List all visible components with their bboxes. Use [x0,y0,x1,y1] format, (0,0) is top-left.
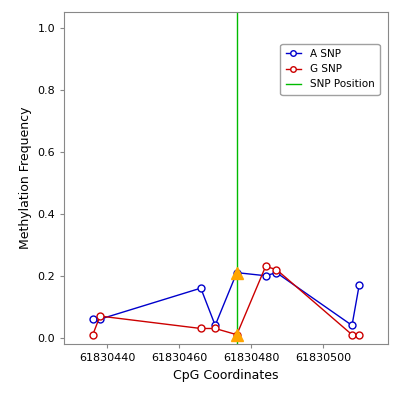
X-axis label: CpG Coordinates: CpG Coordinates [173,368,279,382]
Y-axis label: Methylation Frequency: Methylation Frequency [19,107,32,249]
Legend: A SNP, G SNP, SNP Position: A SNP, G SNP, SNP Position [280,44,380,95]
